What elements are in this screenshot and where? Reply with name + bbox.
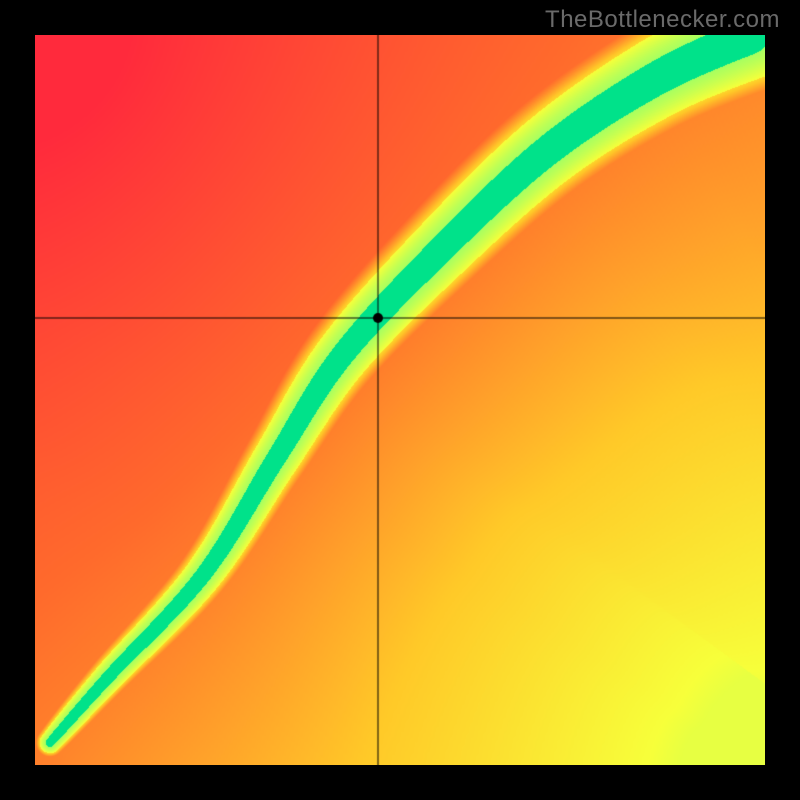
- chart-frame: TheBottlenecker.com: [0, 0, 800, 800]
- heatmap-area: [35, 35, 765, 765]
- heatmap-canvas: [35, 35, 765, 765]
- watermark-text: TheBottlenecker.com: [545, 6, 780, 34]
